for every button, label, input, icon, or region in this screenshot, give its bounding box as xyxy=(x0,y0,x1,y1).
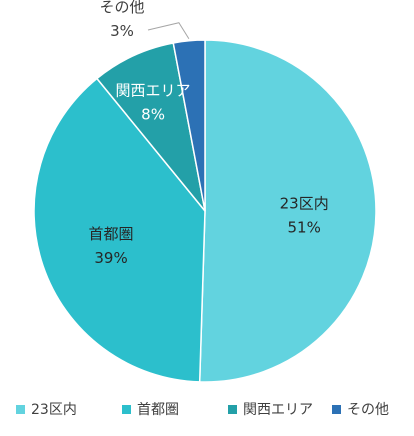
slice-label-value-other: 3% xyxy=(110,22,134,40)
legend-swatch-shutoken xyxy=(122,405,131,414)
pie-slice-23ku xyxy=(198,39,377,383)
leader-line-other xyxy=(147,22,190,40)
slice-label-name-kansai: 関西エリア xyxy=(116,81,191,99)
pie-slice-other xyxy=(172,39,206,212)
legend-swatch-23ku xyxy=(16,405,25,414)
leader-lines xyxy=(147,22,190,40)
slice-labels: 23区内 51% 首都圏 39% 関西エリア 8% その他 3% xyxy=(89,0,329,267)
legend-label-other: その他 xyxy=(347,402,389,418)
slice-label-value-shutoken: 39% xyxy=(94,249,127,267)
legend-label-kansai: 関西エリア xyxy=(243,402,313,418)
legend: 23区内 首都圏 関西エリア その他 xyxy=(16,402,389,418)
slice-label-value-kansai: 8% xyxy=(141,105,165,123)
slice-label-value-23ku: 51% xyxy=(287,219,320,237)
legend-swatch-kansai xyxy=(228,405,237,414)
legend-swatch-other xyxy=(332,405,341,414)
pie-slices xyxy=(33,39,377,383)
slice-label-name-shutoken: 首都圏 xyxy=(89,225,134,243)
slice-label-name-23ku: 23区内 xyxy=(280,195,329,213)
legend-label-23ku: 23区内 xyxy=(31,402,77,418)
pie-slice-shutoken xyxy=(33,77,206,383)
legend-label-shutoken: 首都圏 xyxy=(137,402,179,418)
slice-label-name-other: その他 xyxy=(99,0,144,16)
